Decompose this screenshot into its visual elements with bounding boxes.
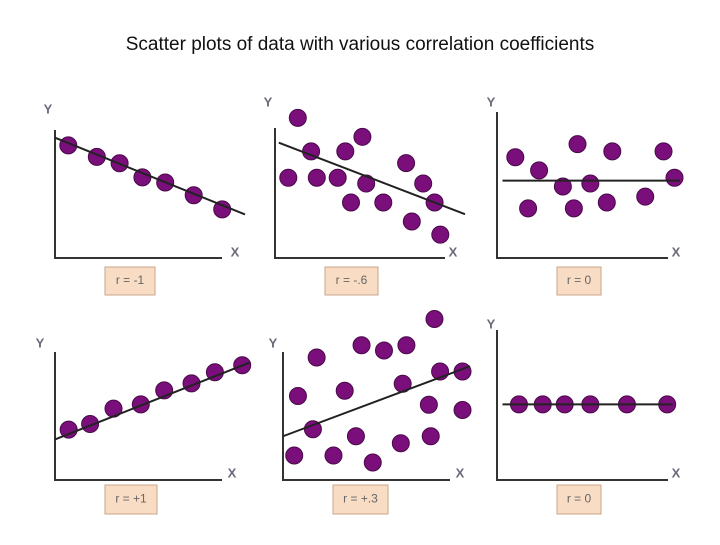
- axes: [282, 352, 450, 481]
- slide-title: Scatter plots of data with various corre…: [126, 34, 595, 55]
- annotation-box: [556, 484, 602, 515]
- y-axis-label: Y: [44, 101, 53, 116]
- axes: [496, 112, 668, 259]
- data-point: [285, 446, 304, 465]
- data-point: [342, 193, 360, 212]
- data-point: [568, 135, 587, 154]
- data-point: [425, 310, 444, 328]
- axes: [54, 130, 222, 259]
- x-axis-label: X: [449, 244, 458, 259]
- data-point: [335, 381, 354, 400]
- data-point: [353, 127, 372, 146]
- annotation: r = +1: [115, 492, 147, 506]
- data-point: [654, 142, 673, 161]
- data-point: [402, 212, 421, 231]
- annotation-box: [332, 484, 389, 515]
- data-point: [603, 142, 622, 161]
- annotation-box: [556, 266, 602, 296]
- scatter-panel: Y Xr = -1: [44, 101, 246, 296]
- annotation: r = 0: [567, 492, 592, 506]
- data-point: [581, 174, 600, 193]
- data-point: [530, 161, 549, 180]
- data-point: [346, 427, 365, 446]
- fit-line: [54, 361, 251, 441]
- data-point: [665, 168, 684, 187]
- annotation: r = -.6: [336, 273, 368, 287]
- data-point: [397, 336, 416, 355]
- data-point: [328, 168, 347, 187]
- x-axis-label: X: [228, 465, 237, 480]
- data-point: [597, 193, 616, 212]
- data-point: [414, 174, 433, 193]
- data-point: [374, 341, 393, 360]
- data-point: [553, 177, 572, 196]
- annotation: r = 0: [567, 273, 592, 287]
- scatter-panel: Y Xr = +.3: [269, 310, 472, 515]
- x-axis-label: X: [672, 244, 681, 259]
- y-axis-label: Y: [264, 94, 273, 109]
- axes: [54, 352, 222, 481]
- data-point: [288, 387, 307, 405]
- fit-line: [54, 136, 246, 216]
- data-point: [453, 401, 472, 419]
- y-axis-label: Y: [36, 335, 45, 350]
- data-point: [307, 168, 326, 187]
- y-axis-label: Y: [487, 94, 496, 109]
- scatter-panel: Y Xr = 0: [487, 94, 684, 296]
- scatter-panel: Y Xr = +1: [36, 335, 252, 515]
- data-point: [288, 108, 307, 127]
- data-point: [636, 187, 655, 206]
- data-point: [363, 453, 382, 472]
- data-point: [421, 427, 440, 446]
- x-axis-label: X: [231, 244, 240, 259]
- y-axis-label: Y: [487, 316, 496, 331]
- data-point: [324, 446, 343, 465]
- data-point: [352, 336, 371, 355]
- fit-line: [282, 365, 471, 438]
- data-point: [307, 348, 326, 367]
- data-point: [391, 434, 410, 453]
- data-point: [419, 395, 438, 414]
- scatter-panel: Y Xr = -.6: [264, 94, 466, 296]
- data-point: [397, 154, 416, 173]
- scatter-panel: Y Xr = 0: [487, 316, 681, 515]
- data-point: [519, 199, 538, 218]
- annotation: r = -1: [116, 273, 145, 287]
- annotation-box: [104, 266, 156, 296]
- y-axis-label: Y: [269, 335, 278, 350]
- data-point: [336, 142, 355, 161]
- annotation: r = +.3: [343, 492, 378, 506]
- data-point: [431, 225, 450, 244]
- annotation-box: [324, 266, 379, 296]
- x-axis-label: X: [456, 465, 465, 480]
- x-axis-label: X: [672, 465, 681, 480]
- axes: [496, 330, 668, 481]
- data-point: [279, 168, 298, 187]
- axes: [274, 128, 445, 259]
- data-point: [357, 174, 376, 193]
- data-point: [564, 199, 583, 218]
- data-point: [374, 193, 393, 212]
- data-point: [131, 395, 150, 414]
- data-point: [506, 148, 525, 167]
- annotation-box: [104, 484, 158, 515]
- fit-line: [278, 141, 466, 216]
